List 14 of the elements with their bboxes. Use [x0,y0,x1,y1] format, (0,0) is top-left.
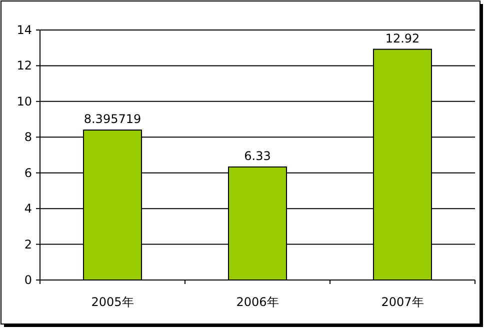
data-label: 6.33 [244,148,271,163]
y-tick-label: 8 [24,130,32,144]
y-tick-label: 2 [24,237,32,252]
data-label: 12.92 [385,31,420,46]
y-tick-label: 12 [16,58,32,73]
y-tick-label: 14 [16,23,32,37]
y-tick-label: 0 [24,273,32,287]
x-tick-label: 2006年 [236,295,279,309]
data-label: 8.395719 [84,112,142,126]
x-tick-label: 2007年 [381,295,424,309]
x-tick-label: 2005年 [91,295,134,309]
y-tick-label: 10 [16,94,32,108]
y-tick-label: 6 [24,166,32,180]
y-tick-label: 4 [24,202,32,216]
